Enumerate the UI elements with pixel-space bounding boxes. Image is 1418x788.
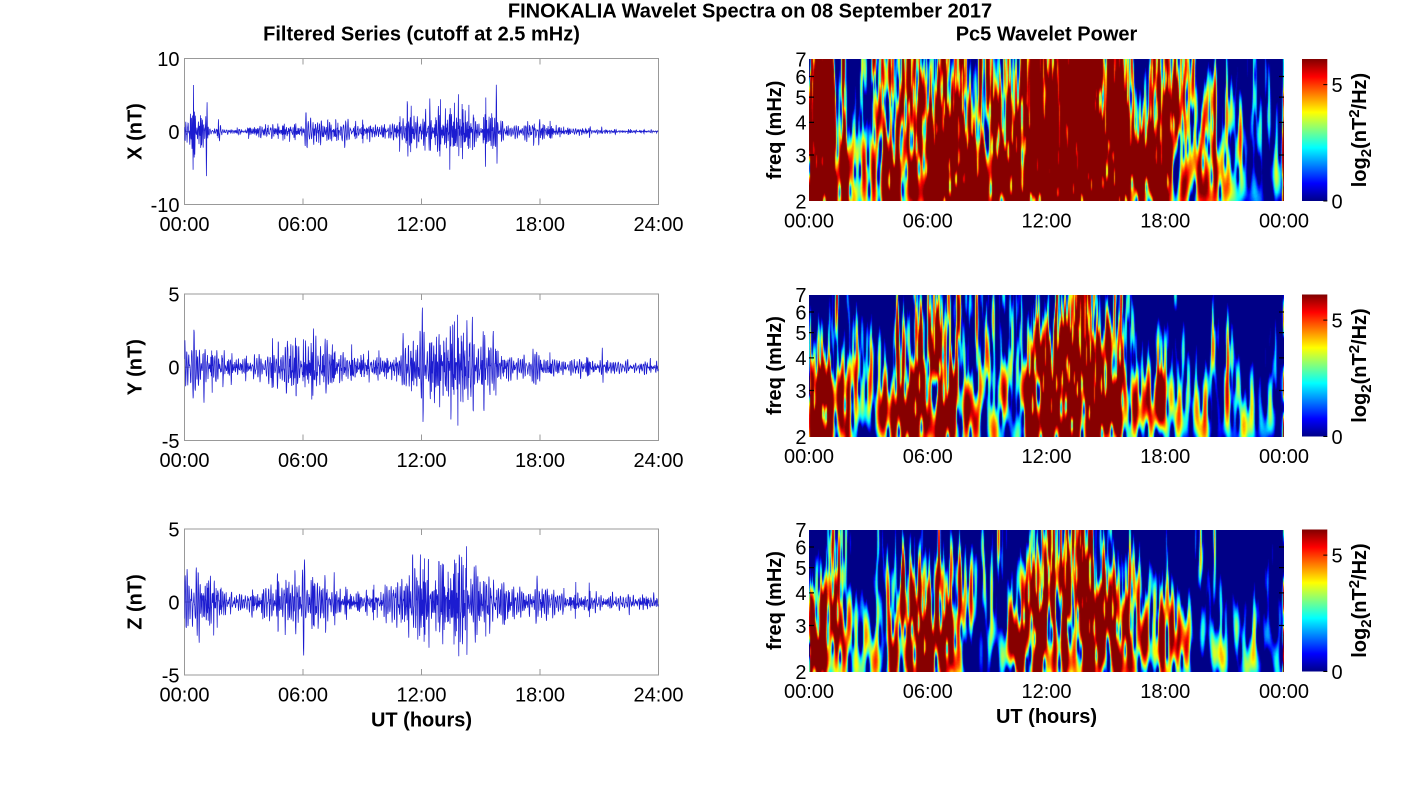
svg-text:18:00: 18:00 <box>515 214 565 236</box>
svg-text:06:00: 06:00 <box>903 446 953 468</box>
svg-text:UT (hours): UT (hours) <box>371 710 472 732</box>
svg-text:00:00: 00:00 <box>1259 446 1309 468</box>
svg-text:5: 5 <box>795 558 806 580</box>
svg-text:2: 2 <box>795 427 806 449</box>
svg-text:18:00: 18:00 <box>1140 211 1190 233</box>
svg-text:5: 5 <box>795 87 806 109</box>
svg-text:3: 3 <box>795 381 806 403</box>
svg-text:-5: -5 <box>162 665 180 687</box>
svg-text:-10: -10 <box>151 195 180 217</box>
svg-text:00:00: 00:00 <box>784 211 834 233</box>
svg-text:freq (mHz): freq (mHz) <box>764 81 786 180</box>
svg-text:4: 4 <box>795 583 806 605</box>
svg-text:7: 7 <box>795 520 806 542</box>
svg-text:0: 0 <box>1332 191 1343 213</box>
svg-text:FINOKALIA Wavelet Spectra on 0: FINOKALIA Wavelet Spectra on 08 Septembe… <box>508 0 992 22</box>
svg-text:24:00: 24:00 <box>633 685 683 707</box>
svg-text:2: 2 <box>795 191 806 213</box>
svg-text:00:00: 00:00 <box>1259 681 1309 703</box>
svg-text:12:00: 12:00 <box>1021 681 1071 703</box>
svg-text:18:00: 18:00 <box>1140 681 1190 703</box>
svg-text:freq (mHz): freq (mHz) <box>764 551 786 650</box>
svg-text:X (nT): X (nT) <box>125 103 147 160</box>
svg-text:5: 5 <box>1332 310 1343 332</box>
svg-text:00:00: 00:00 <box>159 214 209 236</box>
svg-text:12:00: 12:00 <box>396 450 446 472</box>
svg-text:18:00: 18:00 <box>515 685 565 707</box>
svg-text:5: 5 <box>168 284 179 306</box>
svg-text:18:00: 18:00 <box>515 450 565 472</box>
svg-text:5: 5 <box>1332 75 1343 97</box>
svg-text:10: 10 <box>157 49 179 71</box>
svg-text:00:00: 00:00 <box>1259 211 1309 233</box>
svg-text:00:00: 00:00 <box>159 450 209 472</box>
svg-text:24:00: 24:00 <box>633 450 683 472</box>
svg-text:0: 0 <box>168 122 179 144</box>
svg-text:7: 7 <box>795 285 806 307</box>
svg-text:7: 7 <box>795 49 806 71</box>
svg-text:12:00: 12:00 <box>1021 211 1071 233</box>
svg-text:00:00: 00:00 <box>784 446 834 468</box>
svg-text:06:00: 06:00 <box>278 214 328 236</box>
svg-text:06:00: 06:00 <box>278 685 328 707</box>
svg-text:3: 3 <box>795 145 806 167</box>
svg-text:00:00: 00:00 <box>159 685 209 707</box>
svg-text:0: 0 <box>168 358 179 380</box>
svg-text:freq (mHz): freq (mHz) <box>764 316 786 415</box>
svg-text:5: 5 <box>1332 545 1343 567</box>
svg-text:5: 5 <box>795 323 806 345</box>
svg-text:Pc5 Wavelet Power: Pc5 Wavelet Power <box>956 24 1138 46</box>
svg-text:-5: -5 <box>162 431 180 453</box>
svg-text:6: 6 <box>795 537 806 559</box>
svg-text:12:00: 12:00 <box>396 685 446 707</box>
svg-text:5: 5 <box>168 519 179 541</box>
svg-text:0: 0 <box>168 592 179 614</box>
svg-text:Filtered Series (cutoff at 2.5: Filtered Series (cutoff at 2.5 mHz) <box>263 24 580 46</box>
svg-text:06:00: 06:00 <box>278 450 328 472</box>
svg-text:6: 6 <box>795 302 806 324</box>
svg-text:Y (nT): Y (nT) <box>125 339 147 395</box>
svg-text:12:00: 12:00 <box>1021 446 1071 468</box>
svg-text:24:00: 24:00 <box>633 214 683 236</box>
svg-text:12:00: 12:00 <box>396 214 446 236</box>
svg-text:18:00: 18:00 <box>1140 446 1190 468</box>
svg-text:log2(nT2/Hz): log2(nT2/Hz) <box>1346 308 1375 422</box>
svg-text:6: 6 <box>795 67 806 89</box>
svg-text:0: 0 <box>1332 662 1343 684</box>
svg-text:UT (hours): UT (hours) <box>996 706 1097 728</box>
svg-text:00:00: 00:00 <box>784 681 834 703</box>
svg-text:4: 4 <box>795 348 806 370</box>
svg-text:log2(nT2/Hz): log2(nT2/Hz) <box>1346 73 1375 187</box>
svg-text:0: 0 <box>1332 427 1343 449</box>
svg-text:Z (nT): Z (nT) <box>125 574 147 630</box>
svg-text:4: 4 <box>795 113 806 135</box>
svg-text:06:00: 06:00 <box>903 211 953 233</box>
svg-text:3: 3 <box>795 616 806 638</box>
svg-text:2: 2 <box>795 662 806 684</box>
svg-text:06:00: 06:00 <box>903 681 953 703</box>
svg-text:log2(nT2/Hz): log2(nT2/Hz) <box>1346 543 1375 657</box>
